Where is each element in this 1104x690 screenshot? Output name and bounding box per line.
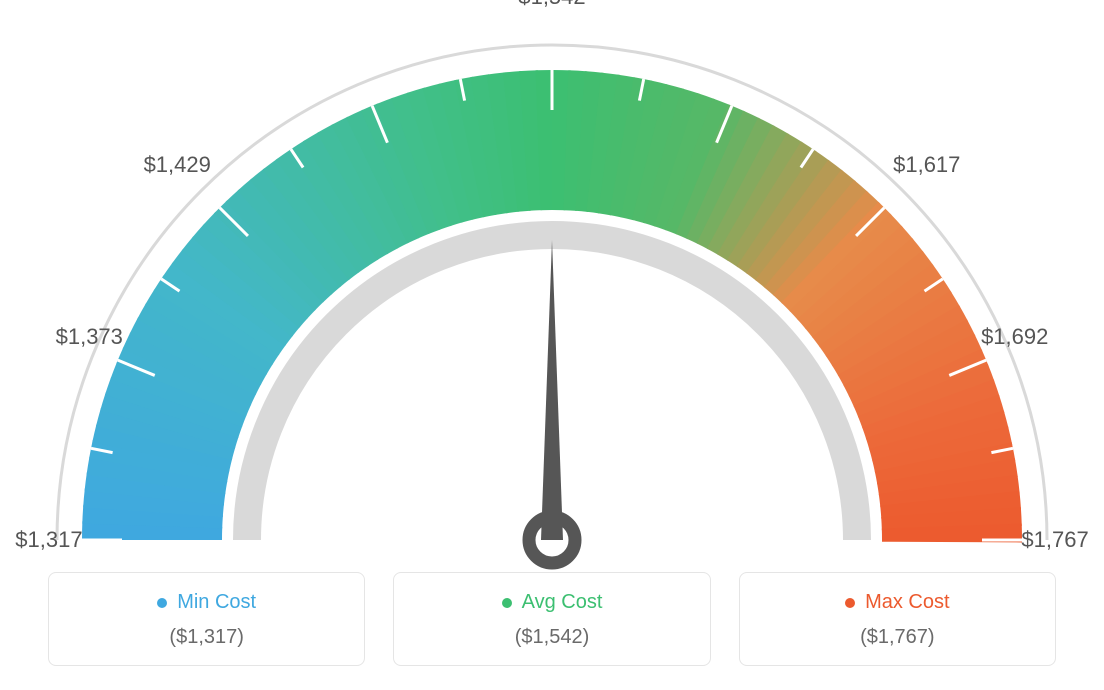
legend-card: Min Cost ($1,317) [48,572,365,666]
gauge-tick-label: $1,767 [1021,527,1088,553]
legend-title: Min Cost [177,591,256,614]
gauge-chart: $1,317 $1,373 $1,429 $1,542 $1,617 $1,692 $1,7… [0,0,1104,560]
legend-value: ($1,542) [406,626,697,649]
gauge-tick-label: $1,542 [518,0,585,10]
legend-dot-icon [845,598,855,608]
legend-dot-icon [157,598,167,608]
legend-card: Avg Cost ($1,542) [393,572,710,666]
legend-card: Max Cost ($1,767) [739,572,1056,666]
gauge-tick-label: $1,429 [144,152,211,178]
legend-title: Avg Cost [522,591,603,614]
gauge-svg [0,20,1104,580]
gauge-needle [529,240,575,563]
legend-title: Max Cost [865,591,949,614]
gauge-tick-label: $1,317 [15,527,82,553]
gauge-tick-label: $1,692 [981,324,1048,350]
legend-value: ($1,317) [61,626,352,649]
legend-value: ($1,767) [752,626,1043,649]
legend-row: Min Cost ($1,317) Avg Cost ($1,542) Max Cost… [48,572,1056,666]
gauge-tick-label: $1,373 [56,324,123,350]
legend-dot-icon [502,598,512,608]
gauge-tick-label: $1,617 [893,152,960,178]
